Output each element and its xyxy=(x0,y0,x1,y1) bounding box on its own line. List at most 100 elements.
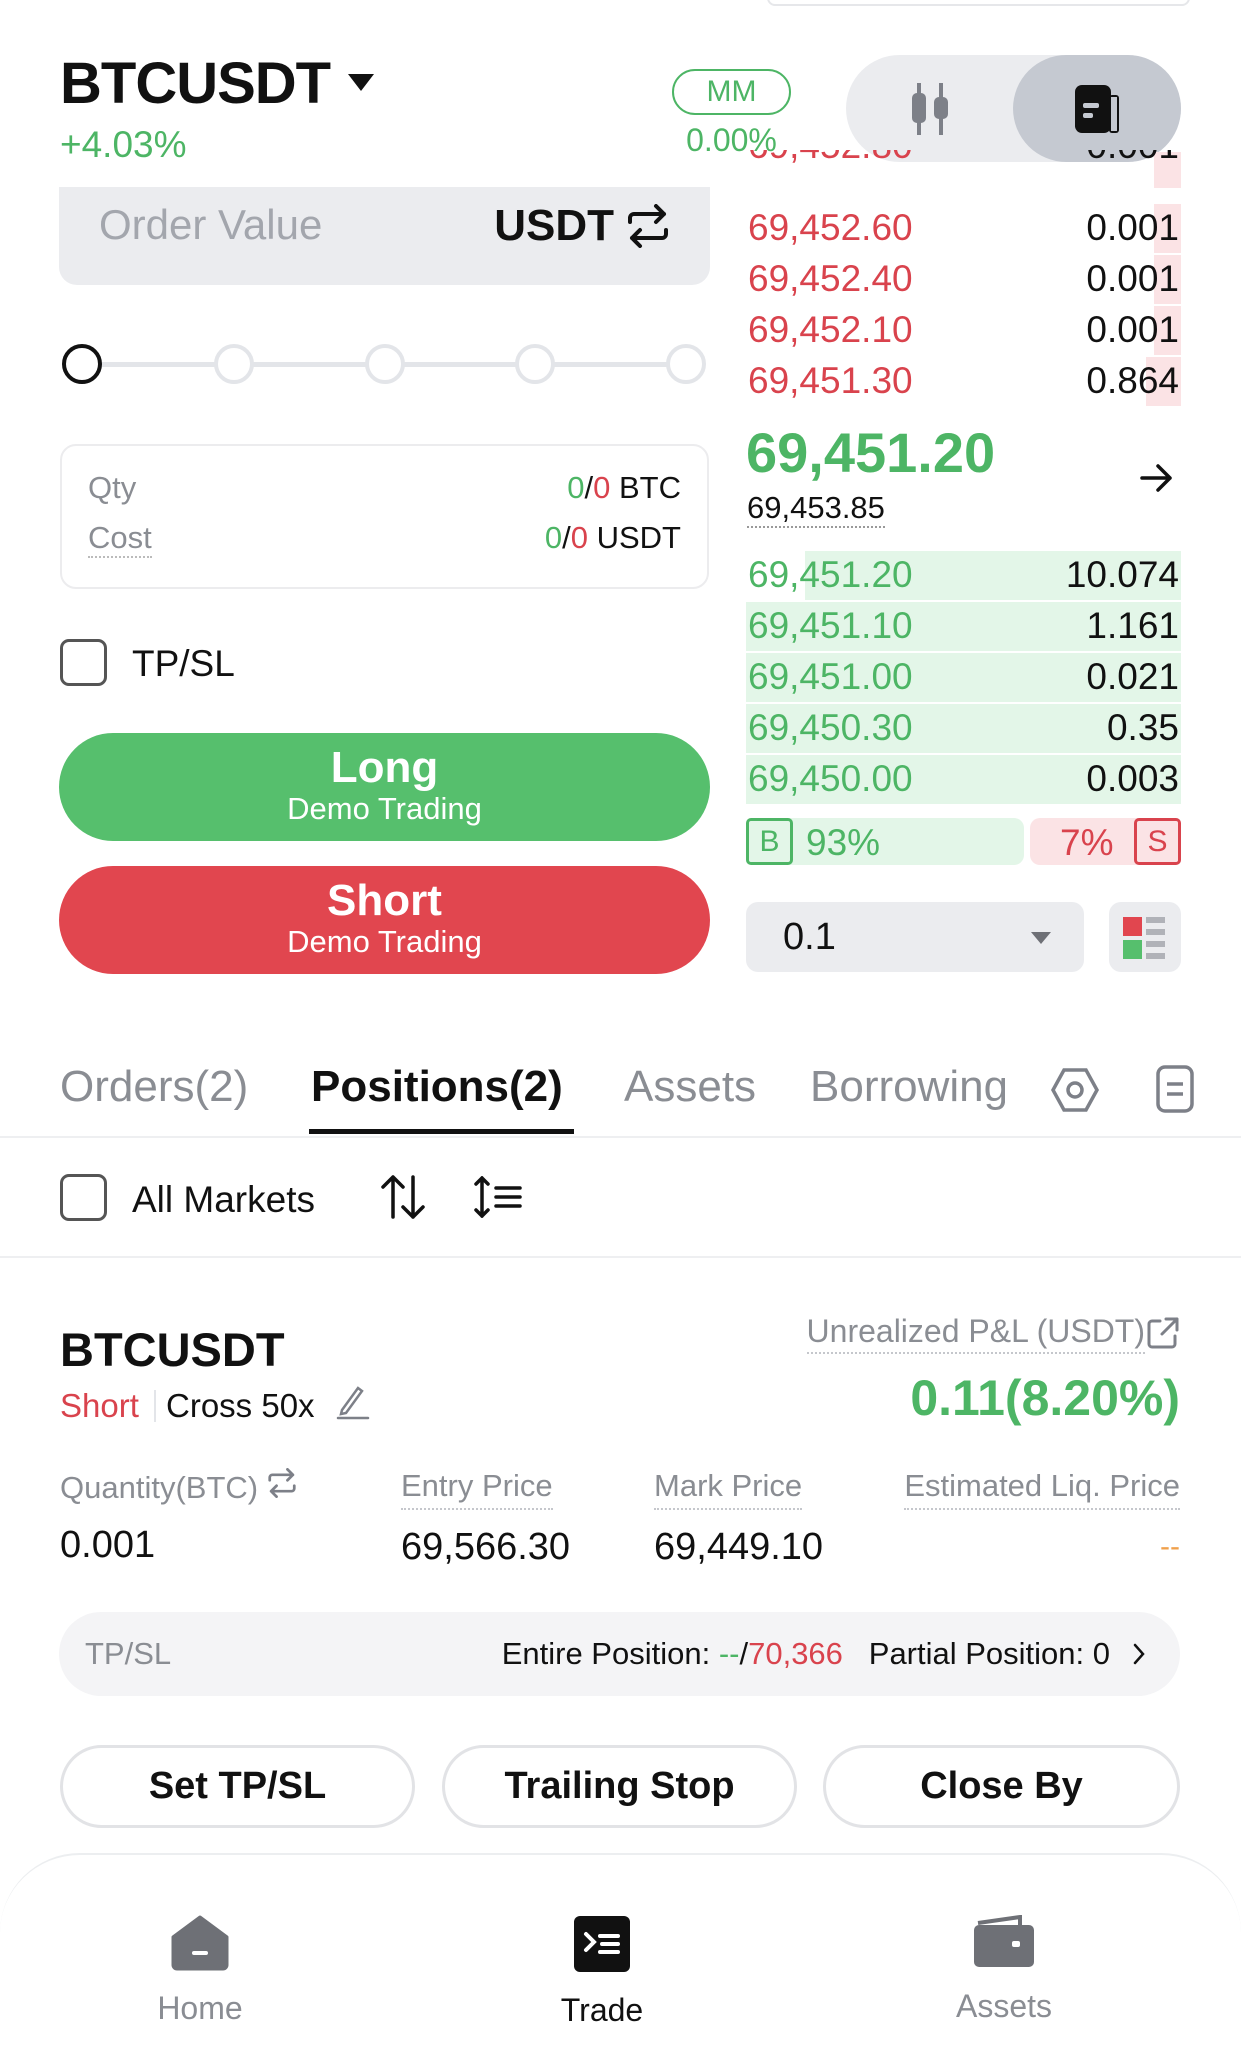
slider-step-75[interactable] xyxy=(515,344,555,384)
nav-trade-label: Trade xyxy=(560,1992,644,2028)
bid-row[interactable]: 69,451.20 10.074 xyxy=(746,549,1181,600)
short-label: Short xyxy=(327,876,442,925)
tab-positions[interactable]: Positions(2) xyxy=(311,1062,563,1111)
all-markets-label: All Markets xyxy=(132,1179,315,1220)
symbol-title[interactable]: BTCUSDT xyxy=(60,51,331,116)
long-sublabel: Demo Trading xyxy=(287,791,482,826)
currency-switch[interactable]: USDT xyxy=(494,201,670,251)
order-value-placeholder: Order Value xyxy=(99,201,323,248)
cost-label[interactable]: Cost xyxy=(88,520,152,558)
slider-step-100[interactable] xyxy=(666,344,706,384)
orderbook-icon xyxy=(1075,84,1119,133)
price-change: +4.03% xyxy=(60,124,187,165)
symbol-dropdown-icon[interactable] xyxy=(348,74,374,91)
mm-badge[interactable]: MM xyxy=(672,69,791,115)
wallet-icon xyxy=(974,1914,1034,1967)
view-toggle[interactable] xyxy=(846,55,1181,162)
set-tpsl-button[interactable]: Set TP/SL xyxy=(60,1745,415,1828)
short-sublabel: Demo Trading xyxy=(287,924,482,959)
buy-ratio: 93% xyxy=(806,822,881,863)
slider-step-25[interactable] xyxy=(214,344,254,384)
sell-ratio: 7% xyxy=(1060,822,1114,863)
tpsl-summary-bar[interactable]: TP/SL Entire Position: --/70,366 Partial… xyxy=(59,1612,1180,1696)
position-side: Short xyxy=(60,1387,139,1424)
entry-price-value: 69,566.30 xyxy=(401,1526,571,1568)
filter-divider xyxy=(0,1256,1241,1258)
tpsl-bar-label: TP/SL xyxy=(85,1636,172,1671)
entry-price-label[interactable]: Entry Price xyxy=(401,1468,553,1510)
tab-orders[interactable]: Orders(2) xyxy=(60,1062,249,1111)
bid-row[interactable]: 69,450.00 0.003 xyxy=(746,753,1181,804)
bid-row[interactable]: 69,451.00 0.021 xyxy=(746,651,1181,702)
sell-ratio-bar: 7% S xyxy=(1030,818,1181,865)
mm-value: 0.00% xyxy=(686,122,777,158)
pnl-value: 0.11(8.20%) xyxy=(910,1370,1180,1426)
all-markets-checkbox[interactable] xyxy=(60,1174,107,1221)
tabs-divider xyxy=(0,1136,1241,1138)
position-symbol[interactable]: BTCUSDT xyxy=(60,1323,285,1376)
buy-ratio-bar: B 93% xyxy=(746,818,1024,865)
bid-row[interactable]: 69,451.10 1.161 xyxy=(746,600,1181,651)
orderbook-layout-button[interactable] xyxy=(1109,902,1181,972)
ask-row[interactable]: 69,451.30 0.864 xyxy=(746,355,1181,406)
nav-assets-label: Assets xyxy=(955,1988,1053,2024)
close-by-button[interactable]: Close By xyxy=(823,1745,1180,1828)
tab-borrowing[interactable]: Borrowing xyxy=(810,1062,1005,1111)
nav-home[interactable]: Home xyxy=(100,1915,300,2027)
orderbook-view-button[interactable] xyxy=(1013,55,1181,162)
active-tab-indicator xyxy=(309,1129,574,1134)
currency-label: USDT xyxy=(494,201,614,250)
chevron-right-icon xyxy=(1133,1643,1145,1665)
chevron-down-icon xyxy=(1031,932,1051,944)
mark-price-label[interactable]: Mark Price xyxy=(654,1468,803,1510)
sort-icon[interactable] xyxy=(380,1173,426,1221)
position-mode: Cross 50x xyxy=(166,1387,315,1424)
candlestick-icon xyxy=(911,82,948,135)
buy-badge: B xyxy=(746,818,793,865)
slider-step-50[interactable] xyxy=(365,344,405,384)
ask-row[interactable]: 69,452.40 0.001 xyxy=(746,253,1181,304)
order-value-input[interactable]: Order Value USDT xyxy=(59,187,710,285)
nav-assets[interactable]: Assets xyxy=(904,1914,1104,2025)
document-icon[interactable] xyxy=(1155,1064,1195,1114)
bottom-nav: Home Trade Assets xyxy=(0,1853,1241,2047)
tpsl-details: Entire Position: --/70,366 Partial Posit… xyxy=(501,1636,1110,1671)
trailing-stop-button[interactable]: Trailing Stop xyxy=(442,1745,797,1828)
long-button[interactable]: Long Demo Trading xyxy=(59,733,710,841)
tab-assets[interactable]: Assets xyxy=(624,1062,757,1111)
sell-badge: S xyxy=(1134,818,1181,865)
slider-handle[interactable] xyxy=(62,344,102,384)
tpsl-checkbox[interactable] xyxy=(60,639,107,686)
chart-view-button[interactable] xyxy=(846,55,1013,162)
top-search-edge xyxy=(767,0,1190,6)
last-price: 69,451.20 xyxy=(746,421,996,484)
liq-price-label[interactable]: Estimated Liq. Price xyxy=(904,1468,1180,1510)
edit-icon[interactable] xyxy=(334,1384,370,1420)
qty-label: Qty xyxy=(88,470,137,505)
home-icon xyxy=(171,1915,229,1971)
ask-row[interactable]: 69,452.60 0.001 xyxy=(746,202,1181,253)
swap-icon[interactable] xyxy=(267,1468,297,1498)
short-button[interactable]: Short Demo Trading xyxy=(59,866,710,974)
share-icon[interactable] xyxy=(1146,1316,1180,1350)
ask-row[interactable]: 69,452.10 0.001 xyxy=(746,304,1181,355)
precision-value: 0.1 xyxy=(783,916,836,958)
tpsl-label: TP/SL xyxy=(132,643,235,684)
nav-home-label: Home xyxy=(157,1990,243,2026)
arrow-right-icon[interactable] xyxy=(1138,460,1174,496)
trade-icon xyxy=(574,1916,630,1972)
bid-row[interactable]: 69,450.30 0.35 xyxy=(746,702,1181,753)
layout-icon xyxy=(1123,917,1165,959)
qty-value: 0/0 BTC xyxy=(567,470,681,505)
quantity-label: Quantity(BTC) xyxy=(60,1468,297,1510)
swap-icon xyxy=(628,204,668,248)
pnl-label[interactable]: Unrealized P&L (USDT) xyxy=(806,1313,1145,1354)
filter-list-icon[interactable] xyxy=(474,1176,524,1218)
nav-trade[interactable]: Trade xyxy=(502,1915,702,2029)
settings-hexagon-icon[interactable] xyxy=(1050,1066,1100,1114)
ask-row-clipped: 69,452.800.001 xyxy=(746,150,1181,188)
cost-value: 0/0 USDT xyxy=(544,520,681,555)
quantity-value: 0.001 xyxy=(60,1524,156,1566)
precision-select[interactable]: 0.1 xyxy=(746,902,1084,972)
mark-price[interactable]: 69,453.85 xyxy=(747,490,885,528)
